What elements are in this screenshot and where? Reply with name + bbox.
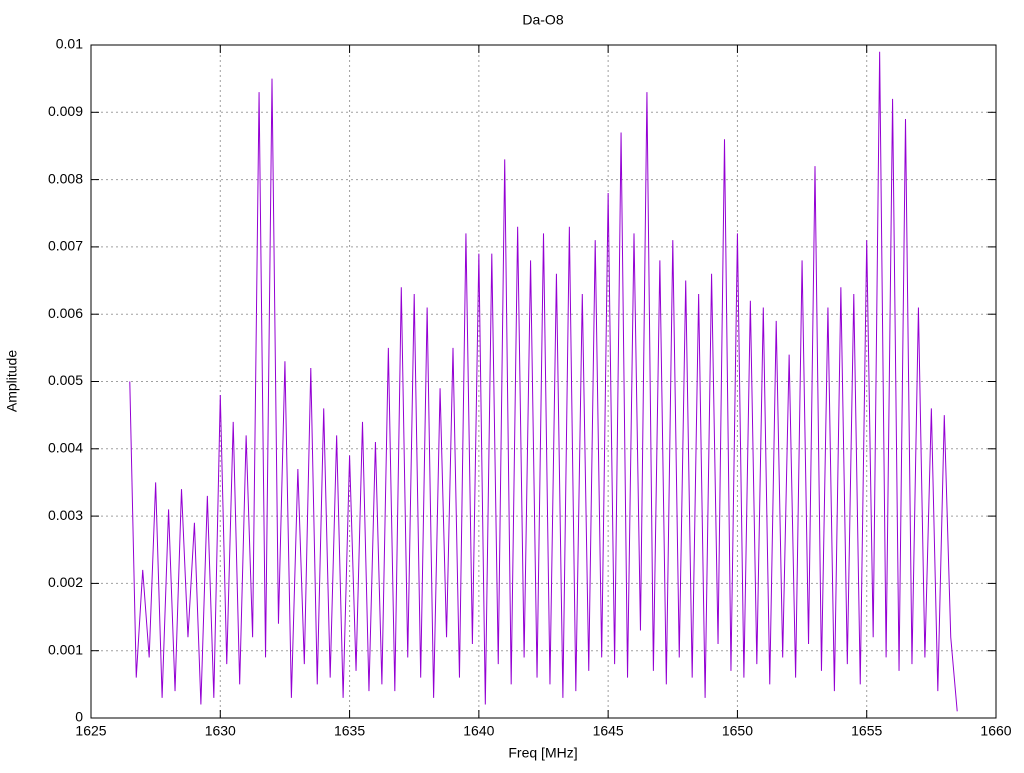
x-axis-label: Freq [MHz] — [508, 745, 577, 761]
y-tick-label: 0.001 — [48, 641, 83, 657]
y-tick-label: 0.008 — [48, 170, 83, 186]
y-tick-label: 0.003 — [48, 507, 83, 523]
y-axis-label: Amplitude — [4, 350, 20, 412]
y-tick-label: 0.004 — [48, 440, 83, 456]
y-tick-label: 0.007 — [48, 238, 83, 254]
x-tick-label: 1625 — [75, 723, 106, 739]
y-tick-label: 0.002 — [48, 574, 83, 590]
y-tick-label: 0 — [75, 709, 83, 725]
y-tick-label: 0.005 — [48, 372, 83, 388]
chart-title: Da-O8 — [522, 12, 563, 28]
y-tick-label: 0.009 — [48, 103, 83, 119]
plot-border — [90, 44, 997, 719]
y-tick-label: 0.01 — [56, 36, 83, 52]
x-tick-label: 1630 — [205, 723, 236, 739]
x-tick-label: 1635 — [334, 723, 365, 739]
x-tick-label: 1650 — [722, 723, 753, 739]
x-tick-label: 1640 — [463, 723, 494, 739]
y-tick-label: 0.006 — [48, 305, 83, 321]
x-tick-label: 1655 — [851, 723, 882, 739]
x-tick-label: 1645 — [593, 723, 624, 739]
x-tick-label: 1660 — [980, 723, 1011, 739]
data-line — [129, 51, 958, 712]
